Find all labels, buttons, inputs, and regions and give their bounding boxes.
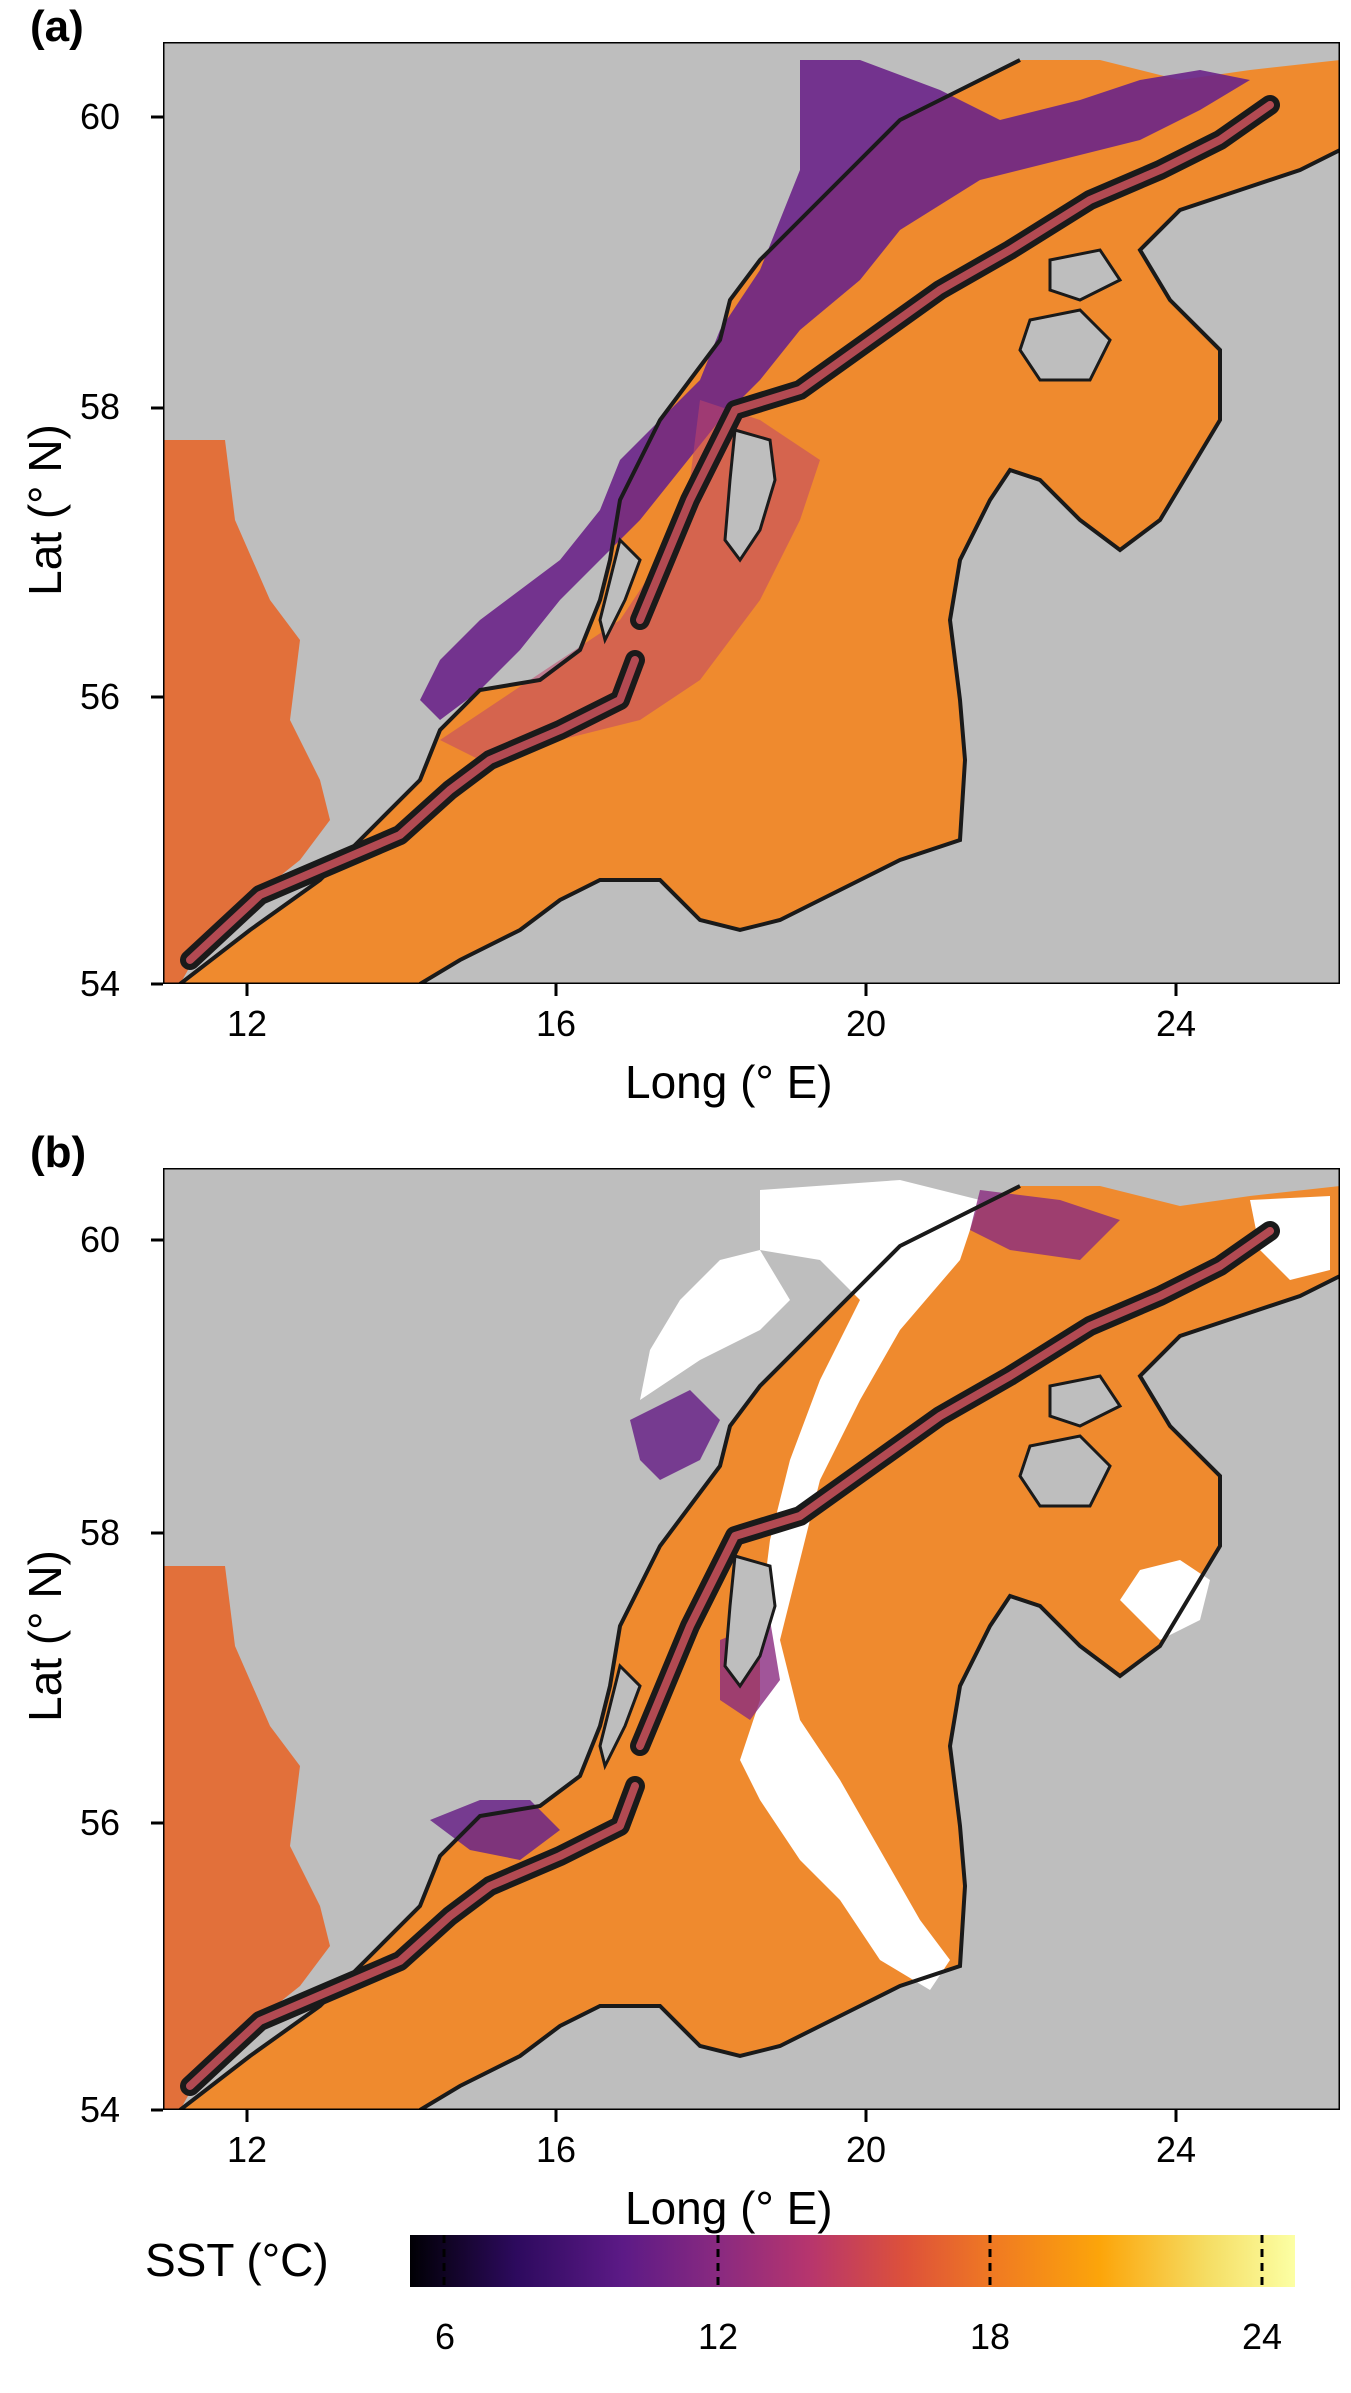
ship-track-a-inner <box>186 101 1274 964</box>
sea-cool-swedish-coast <box>420 60 1250 720</box>
y-axis-title: Lat (° N) <box>19 424 71 596</box>
land-oland <box>598 1663 642 1771</box>
land-hiiumaa <box>1048 248 1123 302</box>
missing-data-north <box>640 1250 790 1400</box>
x-tick-label: 16 <box>536 1003 577 1044</box>
panel-a-label: (a) <box>30 2 84 51</box>
missing-data-riga <box>1120 1560 1210 1640</box>
land-oland <box>598 537 642 645</box>
coastline-b <box>178 1184 1340 2110</box>
sea-cool-patch <box>970 1190 1120 1260</box>
x-axis-title: Long (° E) <box>625 1056 833 1108</box>
missing-data-central <box>740 1180 980 1990</box>
x-tick-label: 12 <box>227 1003 268 1044</box>
y-tick-label: 56 <box>80 1802 121 1843</box>
map-panel-b <box>163 1168 1340 2110</box>
y-tick-label: 54 <box>80 2089 121 2130</box>
sea-cool-patch <box>630 1390 720 1480</box>
y-tick-label: 58 <box>80 386 121 427</box>
panel-b-label: (b) <box>30 1128 87 1177</box>
sea-west-kattegat <box>163 1566 330 2110</box>
sea-cool-patch <box>430 1800 560 1860</box>
panel-a-ticks <box>151 115 1178 996</box>
y-tick-label: 58 <box>80 1512 121 1553</box>
land-gotland <box>723 1554 777 1689</box>
colorbar-tick-label: 12 <box>698 2316 739 2357</box>
x-axis-title: Long (° E) <box>625 2182 833 2234</box>
colorbar-tick-label: 6 <box>435 2316 456 2357</box>
x-tick-label: 20 <box>846 2129 887 2170</box>
x-tick-label: 12 <box>227 2129 268 2170</box>
land-hiiumaa <box>1048 1374 1123 1428</box>
colorbar <box>410 2235 1295 2287</box>
sea-west-kattegat <box>163 440 330 984</box>
land-gotland <box>723 428 777 563</box>
y-tick-label: 60 <box>80 96 121 137</box>
colorbar-tick-label: 24 <box>1242 2316 1283 2357</box>
x-tick-label: 20 <box>846 1003 887 1044</box>
y-tick-label: 54 <box>80 963 121 1004</box>
ship-track-b-inner <box>186 1227 1274 2090</box>
panel-b-ticks <box>151 1238 1178 2122</box>
land-saaremaa <box>1018 1434 1112 1508</box>
colorbar-tick-label: 18 <box>970 2316 1011 2357</box>
colorbar-ticks <box>442 2235 1264 2287</box>
colorbar-title: SST (°C) <box>145 2234 329 2286</box>
y-tick-label: 60 <box>80 1219 121 1260</box>
map-panel-a <box>163 42 1340 984</box>
missing-data-northeast <box>1250 1196 1330 1280</box>
land-saaremaa <box>1018 308 1112 382</box>
y-tick-label: 56 <box>80 676 121 717</box>
x-tick-label: 16 <box>536 2129 577 2170</box>
coastline-a <box>178 58 1340 984</box>
y-axis-title: Lat (° N) <box>19 1550 71 1722</box>
x-tick-label: 24 <box>1156 2129 1197 2170</box>
x-tick-label: 24 <box>1156 1003 1197 1044</box>
sea-mixed-band <box>440 400 820 760</box>
